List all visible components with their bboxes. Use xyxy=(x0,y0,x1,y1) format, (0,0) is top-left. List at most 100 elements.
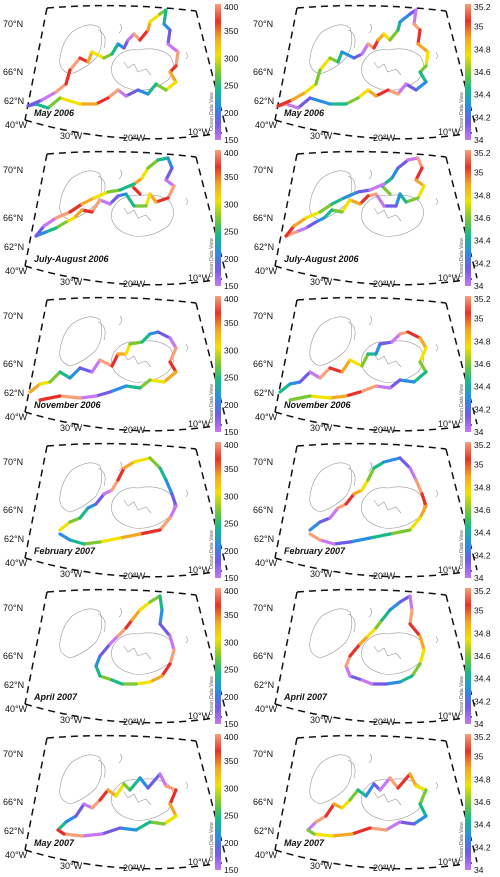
track-segment xyxy=(68,202,84,214)
track-segment xyxy=(164,784,178,792)
colorbar-tick-label: 34 xyxy=(474,865,484,875)
track-segment xyxy=(278,382,292,394)
map-panel-10: 70°N 66°N 62°N 40°W 30°W 20°W 10°W April… xyxy=(250,584,500,730)
track-segment xyxy=(148,674,164,684)
track-segment xyxy=(414,166,424,182)
track-segment xyxy=(388,528,412,536)
track-segment xyxy=(328,506,340,520)
period-label: February 2007 xyxy=(34,546,96,556)
colorbar-tick-label: 34.2 xyxy=(474,404,491,414)
colorbar-ramp xyxy=(215,734,221,870)
colorbar-tick-label: 300 xyxy=(224,637,238,647)
coastline xyxy=(59,169,189,237)
colorbar-tick-label: 34.2 xyxy=(474,112,491,122)
lat-label-62n: 62°N xyxy=(254,96,274,106)
map-frame-right xyxy=(195,740,228,863)
track-segment xyxy=(108,384,128,394)
map-frame-left xyxy=(24,737,48,851)
lon-label-40w: 40°W xyxy=(5,120,28,130)
colorbar-tick-label: 400 xyxy=(224,732,238,742)
period-label: May 2006 xyxy=(284,108,325,118)
colorbar-ticks: 35.2 35 34.8 34.6 34.4 34.2 34 xyxy=(474,2,491,145)
map-frame-top xyxy=(296,4,447,12)
cruise-track xyxy=(284,156,426,238)
lat-label-66n: 66°N xyxy=(253,67,273,77)
map-frame-right xyxy=(445,10,478,133)
watermark-label: Ocean Data View xyxy=(459,676,465,715)
colorbar: 400 350 300 250 200 150 Ocean Data View xyxy=(209,440,238,583)
colorbar-tick-label: 200 xyxy=(224,108,238,118)
lat-label-70n: 70°N xyxy=(3,165,23,175)
track-segment xyxy=(344,654,352,668)
lon-label-20w: 20°W xyxy=(373,279,396,289)
lon-label-40w: 40°W xyxy=(255,266,278,276)
lon-label-30w: 30°W xyxy=(310,423,333,433)
map-frame-top xyxy=(296,588,447,596)
colorbar-tick-label: 150 xyxy=(224,135,238,145)
coastline xyxy=(309,169,439,237)
longitude-labels: 40°W 30°W 20°W 10°W xyxy=(255,412,461,435)
track-segment xyxy=(134,820,152,832)
lon-label-40w: 40°W xyxy=(5,558,28,568)
track-segment xyxy=(162,8,168,26)
track-segment xyxy=(98,536,122,544)
watermark-label: Ocean Data View xyxy=(209,92,215,131)
track-segment xyxy=(418,346,428,364)
colorbar-ticks: 400 350 300 250 200 150 xyxy=(224,440,238,583)
watermark-label: Ocean Data View xyxy=(459,384,465,423)
track-segment xyxy=(424,50,430,68)
track-segment xyxy=(34,102,50,110)
colorbar-tick-label: 400 xyxy=(224,440,238,450)
track-segment xyxy=(148,12,162,24)
lon-label-20w: 20°W xyxy=(373,133,396,143)
colorbar-tick-label: 34 xyxy=(474,719,484,729)
lon-label-40w: 40°W xyxy=(5,266,28,276)
track-segment xyxy=(304,220,318,230)
latitude-labels: 70°N 66°N 62°N xyxy=(3,603,24,690)
map-frame-bottom xyxy=(24,119,228,140)
watermark-label: Ocean Data View xyxy=(459,530,465,569)
track-segment xyxy=(382,456,402,464)
track-segment xyxy=(406,156,420,162)
track-segment xyxy=(358,384,378,394)
track-segment xyxy=(340,198,352,214)
track-segment xyxy=(418,802,428,818)
map-frame-top xyxy=(46,150,197,158)
track-segment xyxy=(124,192,136,208)
lon-label-10w: 10°W xyxy=(438,857,461,867)
colorbar-ramp xyxy=(465,4,471,140)
track-segment xyxy=(62,832,84,838)
track-segment xyxy=(408,622,422,638)
track-segment xyxy=(168,788,178,806)
track-segment xyxy=(318,516,332,524)
track-segment xyxy=(380,608,392,622)
watermark-label: Ocean Data View xyxy=(209,676,215,715)
colorbar-tick-label: 200 xyxy=(224,254,238,264)
colorbar-tick-label: 34.4 xyxy=(474,382,491,392)
track-segment xyxy=(408,594,414,612)
track-segment xyxy=(168,360,178,374)
map-panel-9: 70°N 66°N 62°N 40°W 30°W 20°W 10°W April… xyxy=(0,584,250,730)
colorbar-tick-label: 35.2 xyxy=(474,2,491,12)
track-segment xyxy=(384,820,402,832)
lat-label-70n: 70°N xyxy=(3,457,23,467)
colorbar-ticks: 35.2 35 34.8 34.6 34.4 34.2 34 xyxy=(474,148,491,291)
track-segment xyxy=(92,190,110,200)
track-segment xyxy=(168,802,178,818)
track-segment xyxy=(290,90,308,102)
map-svg: 70°N 66°N 62°N 40°W 30°W 20°W 10°W May 2… xyxy=(253,2,491,145)
lon-label-40w: 40°W xyxy=(5,704,28,714)
track-segment xyxy=(384,680,402,686)
lat-label-62n: 62°N xyxy=(254,680,274,690)
track-segment xyxy=(398,674,414,684)
latitude-labels: 70°N 66°N 62°N xyxy=(253,311,274,398)
track-segment xyxy=(116,88,128,98)
track-segment xyxy=(308,520,322,532)
track-segment xyxy=(146,772,162,790)
track-segment xyxy=(68,366,82,380)
track-segment xyxy=(348,674,364,682)
map-frame-bottom xyxy=(24,265,228,286)
track-segment xyxy=(74,802,86,818)
map-frame-right xyxy=(445,302,478,425)
longitude-labels: 40°W 30°W 20°W 10°W xyxy=(5,412,211,435)
